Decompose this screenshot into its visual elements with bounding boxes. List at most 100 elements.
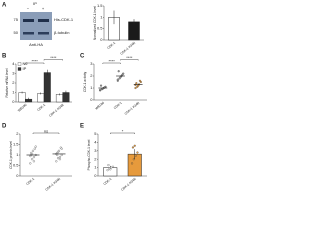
y-tick-label: 2 [16,131,19,136]
data-point [131,162,134,165]
data-point [57,157,60,160]
data-point [136,151,139,154]
legend-swatch [17,67,22,71]
data-point [106,169,109,172]
significance-bracket [43,59,63,61]
y-tick-label: 3 [90,61,93,66]
blot-band [23,32,34,35]
y-tick-label: 1.5 [13,142,19,147]
x-tick-label: CDK-1 [25,177,35,186]
blot-band [38,19,49,22]
x-tick-label: CDK-1 K34R [120,176,137,191]
data-point [29,162,32,165]
significance-label: **** [126,55,133,60]
data-point [121,73,124,76]
data-point [110,166,113,169]
bar [37,93,45,103]
band-label: His-CDK-1 [54,17,74,22]
significance-label: **** [50,55,57,60]
data-point [133,144,136,147]
y-tick-label: 1 [12,90,15,95]
y-tick-label: 3 [12,71,15,76]
data-point [33,147,36,150]
x-tick-label: CDK-1 [103,177,113,186]
y-tick-label: 2 [90,73,93,78]
band-label: β-tubulin [54,30,69,35]
data-point [31,149,35,152]
bar [43,72,51,103]
data-point [34,145,37,148]
y-tick-label: 2 [12,80,15,85]
marker-label: 75 [14,17,19,22]
x-tick-label: CDK-1 [106,41,116,50]
panel-letter: E [80,124,84,130]
data-point [137,84,140,87]
x-tick-label: CDK-1 [113,101,123,110]
data-point [119,76,122,79]
data-point [107,164,110,167]
y-tick-label: 1 [90,85,93,90]
significance-label: **** [32,59,39,64]
data-point [131,146,135,149]
y-axis-label: Relative mRNA level [5,68,9,97]
data-point [55,160,58,163]
significance-label: ns [44,129,48,134]
legend-label: IP [23,66,27,71]
data-point [58,156,61,159]
x-tick-label: WB180 [94,101,105,111]
panel-letter: D [2,124,7,130]
y-tick-label: 1.5 [97,3,103,8]
x-tick-label: CDK-1 K34R [124,100,141,115]
panel-letter: C [80,54,85,60]
y-tick-label: 0 [16,173,19,178]
y-tick-label: 2 [94,156,97,161]
y-tick-label: 4 [94,139,97,144]
data-point [132,158,135,161]
y-tick-label: 0.5 [97,26,103,31]
data-point [117,70,120,73]
data-point [56,153,59,157]
blot-band [38,32,49,35]
significance-bracket [32,132,60,134]
x-tick-label: CDK-1 K34R [44,176,61,191]
data-point [99,84,103,87]
y-tick-label: 0 [100,37,103,42]
y-tick-label: 1 [94,165,97,170]
y-tick-label: 3 [94,148,97,153]
y-axis-label: CDK-1 protein level [9,141,13,169]
y-tick-label: 4 [12,61,15,66]
data-point [32,160,35,163]
y-axis-label: Normalized CDK-1 level [93,6,97,40]
panel-letter: B [2,54,7,60]
y-tick-label: 5 [94,131,97,136]
data-point [109,168,112,171]
blot-header: IP [33,1,37,6]
significance-bracket [102,62,121,64]
data-point [111,165,114,168]
panel-letter: A [2,3,7,9]
lane-label: − [27,6,30,11]
blot-image [20,12,52,40]
data-point [116,78,119,81]
significance-label: **** [109,59,116,64]
data-point [134,154,137,157]
y-tick-label: 0 [12,99,15,104]
significance-bracket [120,59,139,61]
data-point [138,79,142,82]
y-tick-label: 0.5 [13,163,19,168]
x-tick-label: WB180 [17,103,28,113]
data-point [60,153,63,157]
x-tick-label: CDK-1 [36,103,46,112]
marker-label: 50 [14,30,19,35]
blot-band [23,19,34,22]
bar [18,92,26,103]
legend-swatch [17,62,22,66]
y-tick-label: 1 [16,152,19,157]
lane-label: + [42,6,45,11]
blot-footer: Anti-HA [29,42,43,47]
data-point [60,147,63,150]
x-tick-label: CDK-1 K34R [119,40,136,55]
y-tick-label: 1 [100,14,103,19]
y-tick-label: 0 [90,97,93,102]
data-point [99,88,102,91]
